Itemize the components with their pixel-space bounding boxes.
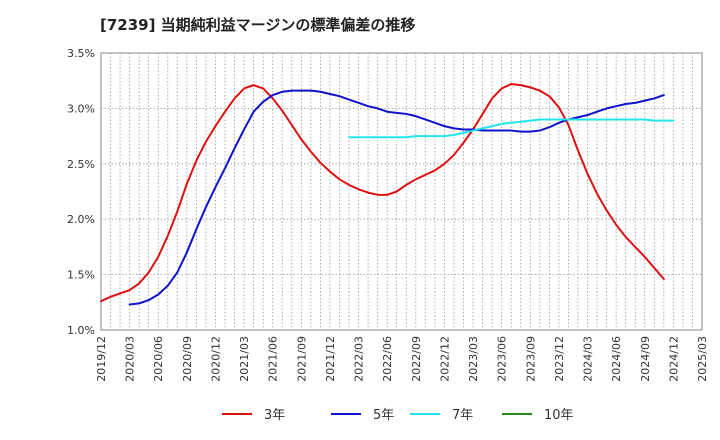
x-tick-label: 2020/03 bbox=[124, 336, 137, 382]
x-tick-label: 2024/12 bbox=[667, 336, 680, 382]
legend-label: 3年 bbox=[264, 408, 285, 423]
y-tick-label: 2.5% bbox=[67, 158, 95, 171]
x-tick-label: 2021/03 bbox=[238, 336, 251, 382]
x-tick-label: 2021/12 bbox=[324, 336, 337, 382]
y-tick-label: 3.0% bbox=[67, 102, 95, 115]
legend-label: 5年 bbox=[373, 408, 394, 423]
series-line-5年 bbox=[128, 89, 665, 306]
series-line-3年 bbox=[100, 83, 665, 303]
plot-area bbox=[101, 53, 702, 330]
x-tick-label: 2020/09 bbox=[181, 336, 194, 382]
x-tick-label: 2020/06 bbox=[152, 336, 165, 382]
y-tick-label: 3.5% bbox=[67, 47, 95, 60]
y-tick-label: 1.0% bbox=[67, 324, 95, 337]
x-tick-label: 2023/12 bbox=[553, 336, 566, 382]
x-tick-label: 2022/09 bbox=[410, 336, 423, 382]
x-tick-label: 2020/12 bbox=[209, 336, 222, 382]
x-tick-label: 2024/09 bbox=[639, 336, 652, 382]
x-tick-label: 2023/03 bbox=[467, 336, 480, 382]
x-tick-label: 2024/06 bbox=[610, 336, 623, 382]
legend-label: 10年 bbox=[544, 408, 574, 423]
legend-label: 7年 bbox=[452, 408, 473, 423]
x-tick-label: 2021/06 bbox=[267, 336, 280, 382]
series-line-7年 bbox=[348, 118, 675, 139]
x-tick-label: 2024/03 bbox=[582, 336, 595, 382]
x-tick-label: 2019/12 bbox=[95, 336, 108, 382]
y-tick-label: 2.0% bbox=[67, 213, 95, 226]
x-tick-label: 2023/09 bbox=[524, 336, 537, 382]
chart-title: [7239] 当期純利益マージンの標準偏差の推移 bbox=[100, 16, 416, 34]
plot-border bbox=[100, 52, 703, 331]
x-tick-label: 2022/12 bbox=[438, 336, 451, 382]
x-tick-label: 2022/06 bbox=[381, 336, 394, 382]
y-tick-label: 1.5% bbox=[67, 269, 95, 282]
x-tick-label: 2025/03 bbox=[696, 336, 709, 382]
x-tick-label: 2023/06 bbox=[496, 336, 509, 382]
x-tick-label: 2021/09 bbox=[295, 336, 308, 382]
x-tick-label: 2022/03 bbox=[353, 336, 366, 382]
